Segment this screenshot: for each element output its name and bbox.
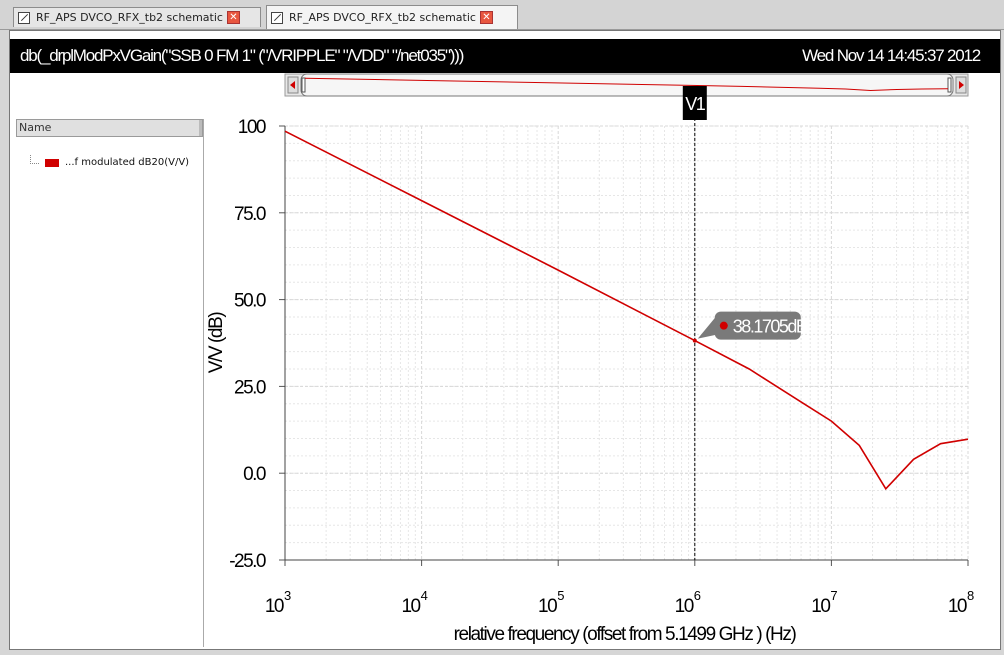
scrollbar-thumb[interactable] bbox=[300, 73, 954, 97]
marker-readout: 38.1705dB bbox=[733, 317, 808, 337]
tab-label: RF_APS DVCO_RFX_tb2 schematic bbox=[36, 11, 223, 24]
y-tick-label: 0.0 bbox=[243, 464, 266, 485]
zoom-scrollbar[interactable] bbox=[284, 73, 969, 97]
tree-branch-icon bbox=[30, 155, 39, 164]
x-tick-exponent: 4 bbox=[421, 588, 428, 603]
trace-color-swatch bbox=[45, 158, 59, 167]
arrow-left-icon bbox=[290, 81, 295, 89]
cursor-label: V1 bbox=[685, 94, 706, 114]
close-icon[interactable]: ✕ bbox=[479, 11, 493, 24]
marker-pointer bbox=[697, 315, 717, 339]
y-tick-label: 25.0 bbox=[234, 377, 266, 398]
x-tick-exponent: 3 bbox=[284, 588, 291, 603]
marker-bubble bbox=[714, 311, 801, 340]
tab-schematic-1[interactable]: RF_APS DVCO_RFX_tb2 schematic ✕ bbox=[13, 7, 261, 27]
x-tick-exponent: 5 bbox=[557, 588, 564, 603]
tab-bar: RF_APS DVCO_RFX_tb2 schematic ✕ RF_APS D… bbox=[0, 0, 1004, 30]
y-tick-label: -25.0 bbox=[229, 551, 266, 572]
x-tick-base: 10 bbox=[948, 596, 967, 617]
schematic-icon bbox=[18, 11, 30, 24]
x-tick-exponent: 6 bbox=[694, 588, 701, 603]
y-tick-label: 100 bbox=[238, 117, 266, 138]
close-icon[interactable]: ✕ bbox=[226, 11, 240, 24]
plot-expression: db(_drplModPxVGain("SSB 0 FM 1" ("/VRIPP… bbox=[20, 46, 464, 65]
legend-entry[interactable]: ...f modulated dB20(V/V) bbox=[30, 155, 190, 168]
x-tick-base: 10 bbox=[811, 596, 830, 617]
x-axis-label: relative frequency (offset from 5.1499 G… bbox=[454, 624, 797, 645]
x-tick-exponent: 8 bbox=[967, 588, 974, 603]
x-tick-base: 10 bbox=[675, 596, 694, 617]
x-tick-base: 10 bbox=[538, 596, 557, 617]
legend-label: ...f modulated dB20(V/V) bbox=[65, 157, 190, 168]
name-column-header[interactable]: Name bbox=[16, 119, 203, 137]
trace-legend-panel: Name ...f modulated dB20(V/V) bbox=[16, 119, 204, 647]
marker-point bbox=[692, 338, 697, 343]
y-tick-label: 50.0 bbox=[234, 291, 266, 312]
tab-label: RF_APS DVCO_RFX_tb2 schematic bbox=[289, 11, 476, 24]
arrow-right-icon bbox=[959, 81, 964, 89]
cursor-label-box bbox=[682, 86, 707, 120]
y-tick-label: 75.0 bbox=[234, 204, 266, 225]
series-line bbox=[284, 130, 969, 491]
waveform-window: db(_drplModPxVGain("SSB 0 FM 1" ("/VRIPP… bbox=[9, 30, 1001, 650]
thumb-grip-right[interactable] bbox=[947, 77, 952, 93]
marker-dot-icon bbox=[719, 321, 728, 330]
x-tick-exponent: 7 bbox=[830, 588, 837, 603]
x-tick-base: 10 bbox=[265, 596, 284, 617]
line-chart: 10310410510610710810075.050.025.00.0-25.… bbox=[206, 86, 974, 645]
schematic-icon bbox=[271, 11, 283, 24]
plot-timestamp: Wed Nov 14 14:45:37 2012 bbox=[802, 46, 981, 65]
thumb-grip-left[interactable] bbox=[301, 77, 306, 93]
waveform-preview bbox=[304, 77, 949, 92]
plot-title-bar: db(_drplModPxVGain("SSB 0 FM 1" ("/VRIPP… bbox=[10, 39, 1000, 73]
y-axis-label: V/V (dB) bbox=[206, 312, 227, 374]
tab-schematic-2[interactable]: RF_APS DVCO_RFX_tb2 schematic ✕ bbox=[266, 5, 518, 29]
x-tick-base: 10 bbox=[401, 596, 420, 617]
column-resize-handle[interactable] bbox=[199, 120, 202, 136]
